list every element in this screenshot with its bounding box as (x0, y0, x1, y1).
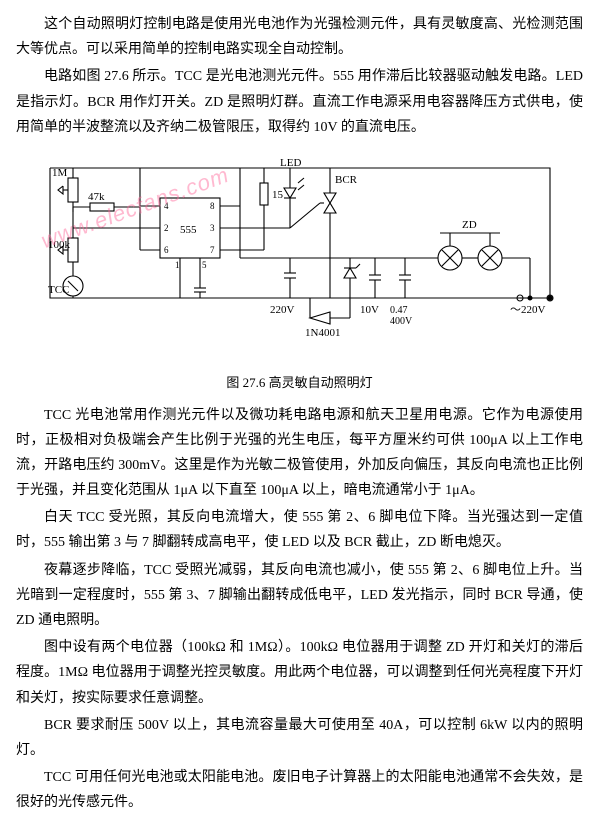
c047-label-a: 0.47 (390, 305, 408, 316)
ic-label: 555 (180, 224, 197, 236)
paragraph-5: 夜幕逐步降临，TCC 受照光减弱，其反向电流也减小，使 555 第 2、6 脚电… (16, 558, 583, 634)
pin8: 8 (210, 201, 215, 211)
tcc-label: TCC (48, 284, 69, 296)
pin7: 7 (210, 245, 215, 255)
paragraph-3: TCC 光电池常用作测光元件以及微功耗电路电源和航天卫星用电源。它作为电源使用时… (16, 403, 583, 504)
pin1: 1 (175, 260, 180, 270)
paragraph-6: 图中设有两个电位器（100kΩ 和 1MΩ）。100kΩ 电位器用于调整 ZD … (16, 635, 583, 711)
paragraph-4: 白天 TCC 受光照，其反向电流增大，使 555 第 2、6 脚电位下降。当光强… (16, 505, 583, 555)
r-1m-label: 1M (52, 167, 68, 179)
pin2: 2 (164, 223, 169, 233)
figure-27-6: www.elecfans.com 555 4 2 6 8 3 7 (16, 148, 583, 395)
circuit-svg: 555 4 2 6 8 3 7 1 5 (30, 148, 570, 358)
led-label: LED (280, 157, 301, 169)
bcr-label: BCR (335, 174, 358, 186)
figure-caption: 图 27.6 高灵敏自动照明灯 (16, 371, 583, 394)
ac220b-label: ～220V (510, 304, 545, 316)
c047-label-b: 400V (390, 316, 413, 327)
pin6: 6 (164, 245, 169, 255)
pin4: 4 (164, 201, 169, 211)
diode-label: 1N4001 (305, 327, 340, 339)
ac220a-label: 220V (270, 304, 295, 316)
paragraph-2: 电路如图 27.6 所示。TCC 是光电池测光元件。555 用作滞后比较器驱动触… (16, 64, 583, 140)
paragraph-8: TCC 可用任何光电池或太阳能电池。废旧电子计算器上的太阳能电池通常不会失效，是… (16, 765, 583, 815)
pin5: 5 (202, 260, 207, 270)
r-47k-label: 47k (88, 191, 105, 203)
pin3: 3 (210, 223, 215, 233)
c10v-label: 10V (360, 304, 379, 316)
r-100k-label: 100k (48, 239, 71, 251)
paragraph-7: BCR 要求耐压 500V 以上，其电流容量最大可使用至 40A，可以控制 6k… (16, 713, 583, 763)
zd-label: ZD (462, 219, 477, 231)
paragraph-1: 这个自动照明灯控制电路是使用光电池作为光强检测元件，具有灵敏度高、光检测范围大等… (16, 12, 583, 62)
r-15-label: 15 (272, 189, 284, 201)
